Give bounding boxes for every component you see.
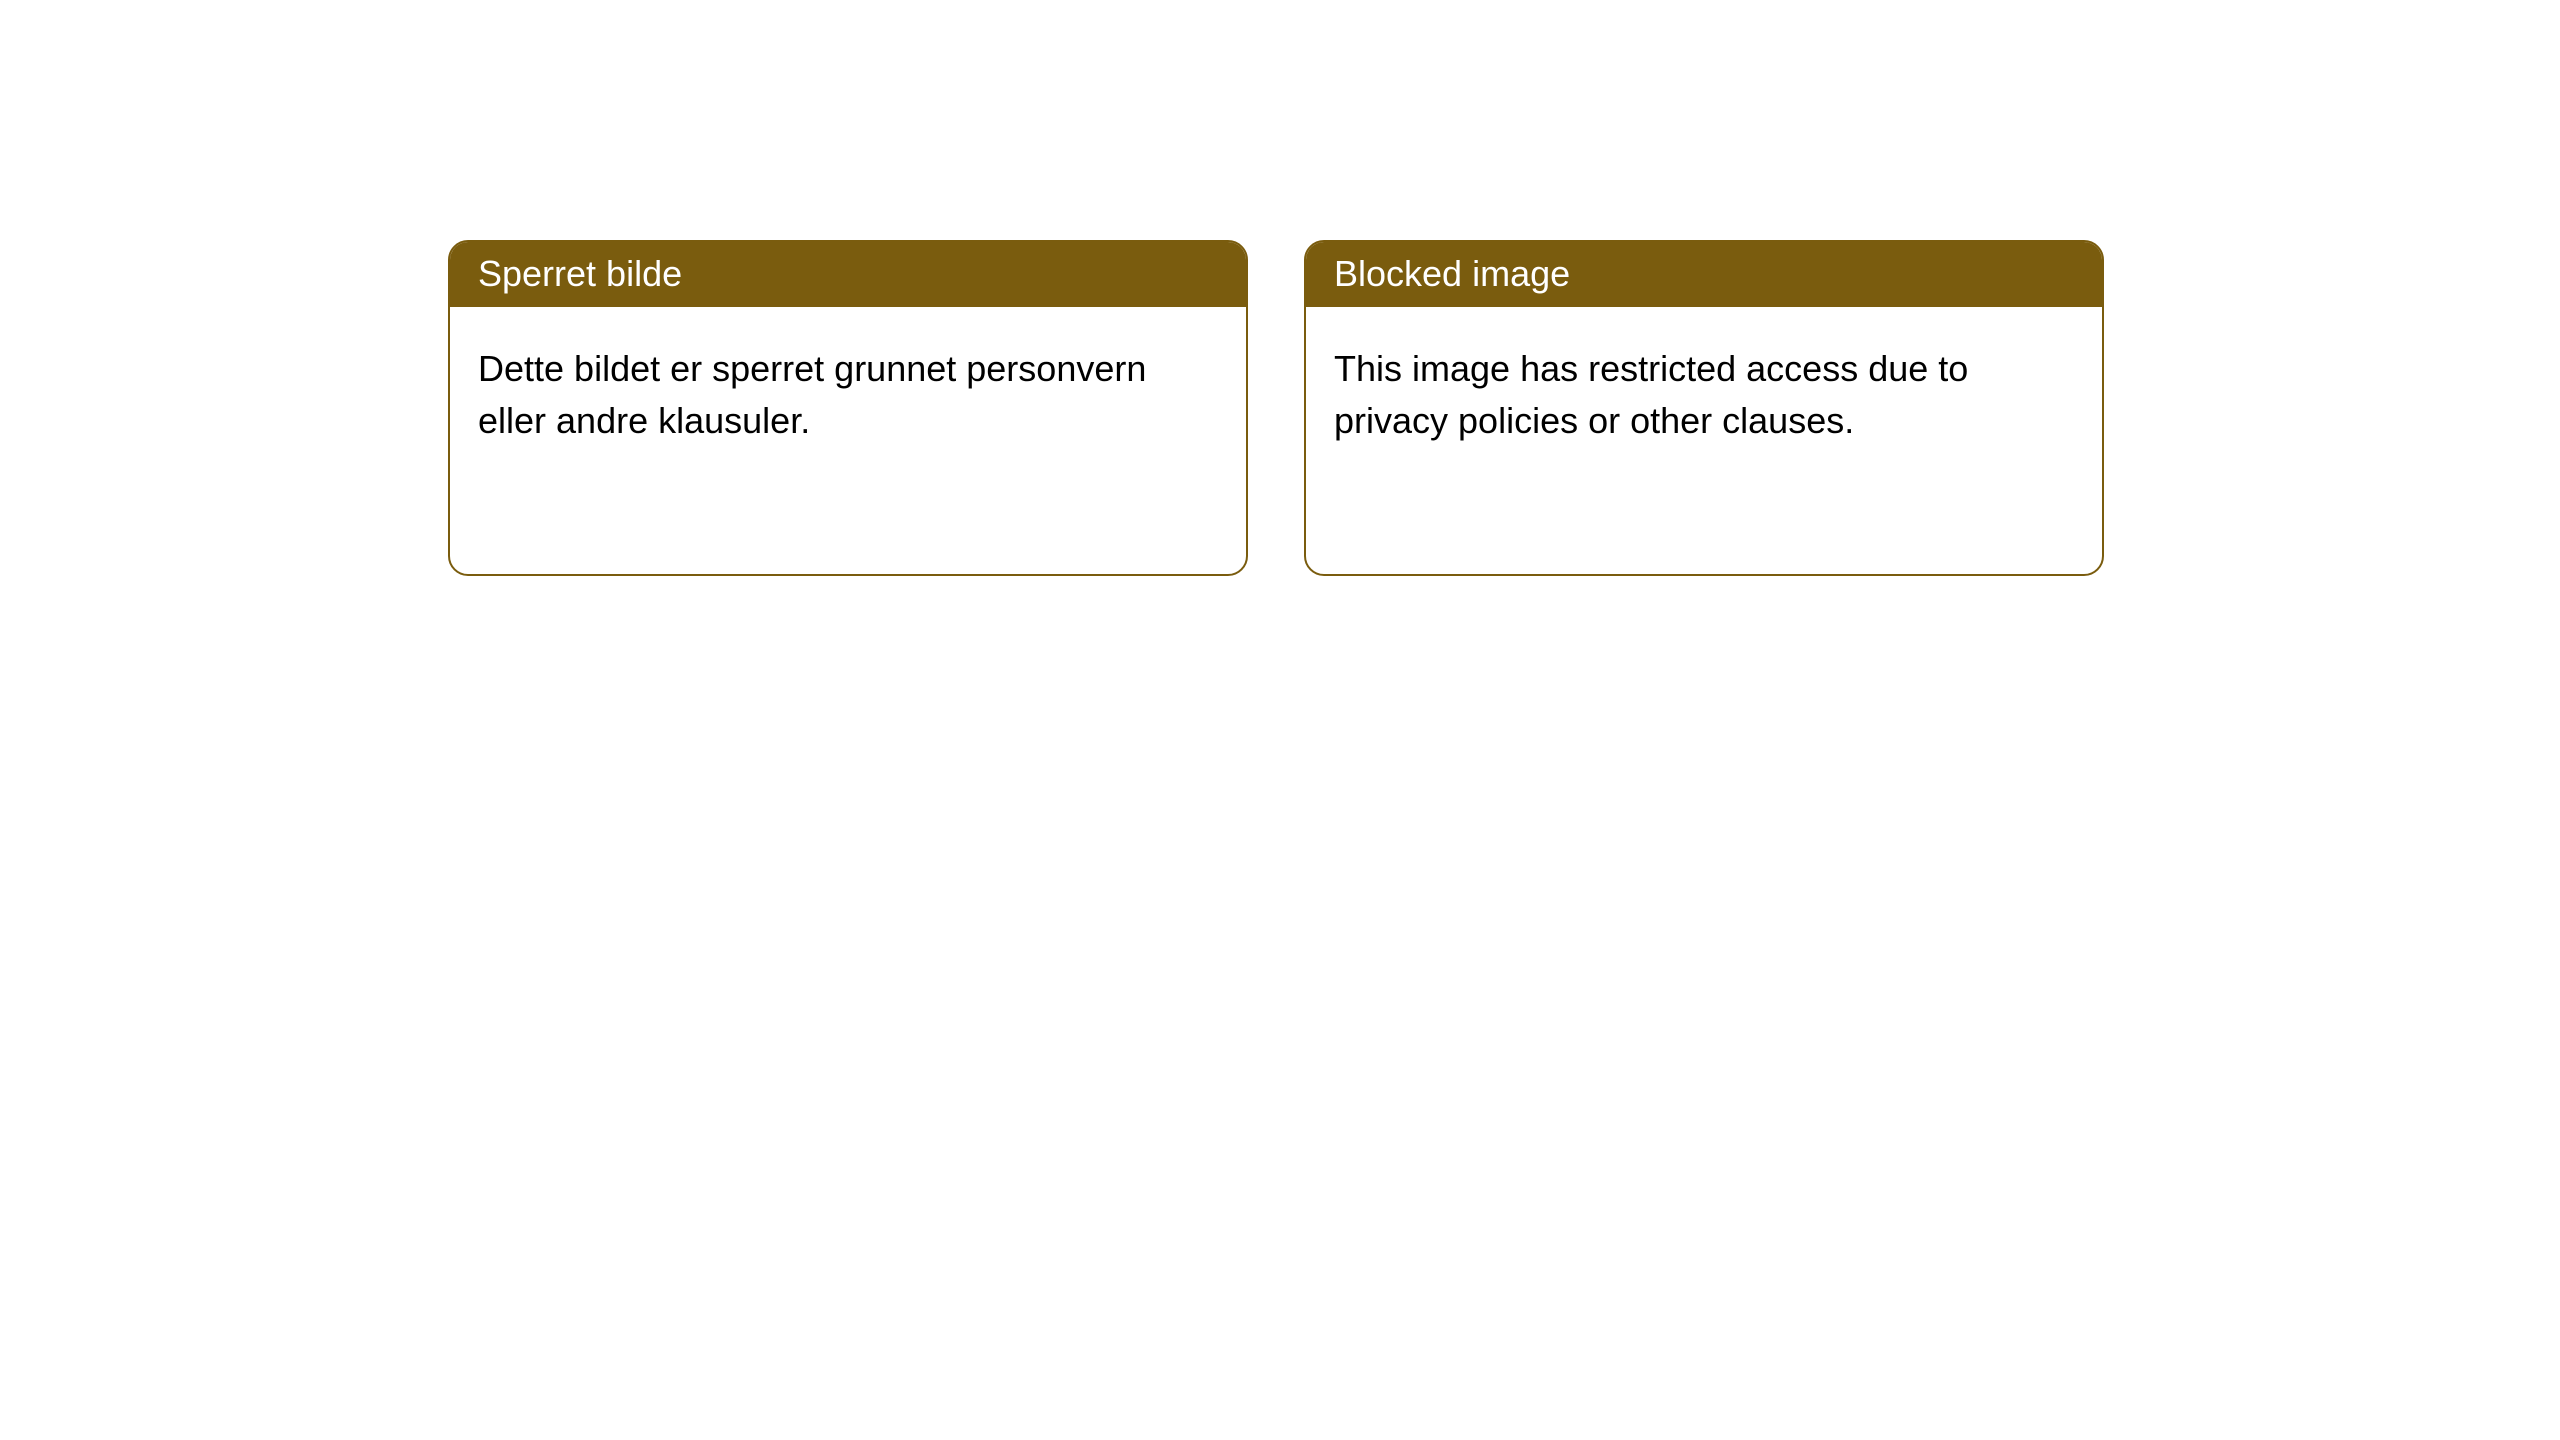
blocked-image-card-no: Sperret bilde Dette bildet er sperret gr… bbox=[448, 240, 1248, 576]
card-body-en: This image has restricted access due to … bbox=[1306, 307, 2102, 483]
card-header-en: Blocked image bbox=[1306, 242, 2102, 307]
blocked-image-card-en: Blocked image This image has restricted … bbox=[1304, 240, 2104, 576]
card-title-en: Blocked image bbox=[1334, 253, 1570, 294]
card-title-no: Sperret bilde bbox=[478, 253, 682, 294]
cards-container: Sperret bilde Dette bildet er sperret gr… bbox=[0, 0, 2560, 576]
card-body-no: Dette bildet er sperret grunnet personve… bbox=[450, 307, 1246, 483]
card-message-en: This image has restricted access due to … bbox=[1334, 348, 1968, 441]
card-header-no: Sperret bilde bbox=[450, 242, 1246, 307]
card-message-no: Dette bildet er sperret grunnet personve… bbox=[478, 348, 1146, 441]
